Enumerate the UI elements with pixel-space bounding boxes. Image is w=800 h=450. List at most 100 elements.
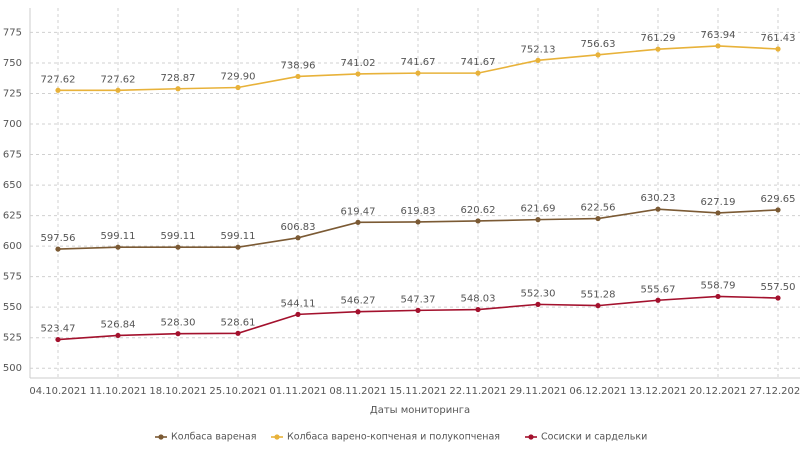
data-label: 599.11 (221, 231, 256, 242)
point (475, 70, 481, 76)
point (715, 293, 721, 300)
data-label: 606.83 (281, 222, 316, 233)
y-tick-label: 575 (3, 272, 22, 283)
point (775, 295, 781, 301)
point (535, 301, 541, 307)
point (175, 331, 181, 337)
data-label: 741.67 (401, 57, 436, 68)
x-tick-label: 04.10.2021 (29, 386, 86, 397)
point (415, 219, 421, 225)
data-label: 599.11 (161, 231, 196, 242)
point (115, 244, 121, 250)
point (595, 52, 601, 58)
data-label: 738.96 (281, 60, 316, 71)
point (475, 306, 481, 313)
data-label: 761.29 (641, 33, 676, 44)
point (55, 336, 61, 343)
data-label: 620.62 (461, 205, 496, 216)
data-label: 526.84 (101, 319, 136, 330)
data-label: 727.62 (101, 74, 136, 85)
data-label: 555.67 (641, 284, 676, 295)
x-tick-label: 13.12.2021 (629, 386, 686, 397)
y-tick-label: 600 (3, 241, 22, 252)
point (175, 86, 181, 92)
point (415, 307, 421, 313)
point (295, 311, 301, 317)
y-tick-label: 500 (3, 363, 22, 374)
y-tick-label: 700 (3, 119, 22, 130)
data-label: 728.87 (161, 73, 196, 84)
legend-label: Сосиски и сардельки (541, 432, 647, 443)
data-label: 552.30 (521, 288, 556, 299)
y-tick-label: 675 (3, 150, 22, 161)
data-label: 741.67 (461, 57, 496, 68)
data-label: 544.11 (281, 298, 316, 309)
point (295, 73, 301, 80)
data-label: 741.02 (341, 58, 376, 69)
legend-label: Колбаса варено-копченая и полукопченая (287, 432, 500, 443)
data-label: 629.65 (761, 194, 796, 205)
data-label: 551.28 (581, 290, 616, 301)
point (535, 217, 541, 223)
point (655, 46, 661, 52)
x-tick-label: 11.10.2021 (89, 386, 146, 397)
y-tick-label: 750 (3, 58, 22, 69)
y-tick-label: 625 (3, 211, 22, 222)
data-label: 597.56 (41, 233, 76, 244)
point (115, 87, 121, 93)
x-tick-label: 01.11.2021 (269, 386, 326, 397)
data-label: 763.94 (701, 30, 736, 41)
point (595, 215, 601, 222)
point (175, 244, 181, 250)
data-label: 630.23 (641, 193, 676, 204)
legend-label: Колбаса вареная (171, 432, 256, 443)
data-label: 756.63 (581, 39, 616, 50)
x-tick-label: 29.11.2021 (509, 386, 566, 397)
x-tick-label: 06.12.2021 (569, 386, 626, 397)
data-label: 528.61 (221, 317, 256, 328)
point (715, 210, 721, 216)
data-label: 599.11 (101, 231, 136, 242)
point (235, 84, 241, 91)
y-tick-label: 550 (3, 302, 22, 313)
data-label: 627.19 (701, 197, 736, 208)
point (475, 218, 481, 224)
point (235, 244, 241, 250)
data-label: 523.47 (41, 324, 76, 335)
data-label: 547.37 (401, 294, 436, 305)
point (235, 330, 241, 336)
data-label: 621.69 (521, 204, 556, 215)
x-tick-label: 25.10.2021 (209, 386, 266, 397)
legend-marker (274, 434, 280, 440)
data-label: 546.27 (341, 296, 376, 307)
y-tick-label: 650 (3, 180, 22, 191)
data-label: 619.47 (341, 206, 376, 217)
data-label: 727.62 (41, 74, 76, 85)
data-label: 558.79 (701, 280, 736, 291)
x-tick-label: 27.12.2021 (749, 386, 800, 397)
x-tick-label: 20.12.2021 (689, 386, 746, 397)
point (655, 297, 661, 303)
data-label: 619.83 (401, 206, 436, 217)
point (355, 309, 361, 315)
data-label: 752.13 (521, 44, 556, 55)
point (655, 206, 661, 212)
point (55, 87, 61, 93)
data-label: 548.03 (461, 294, 496, 305)
legend-marker (528, 434, 534, 440)
y-tick-label: 775 (3, 27, 22, 38)
point (415, 70, 421, 76)
data-label: 761.43 (761, 33, 796, 44)
y-tick-label: 725 (3, 88, 22, 99)
point (775, 207, 781, 213)
x-tick-label: 22.11.2021 (449, 386, 506, 397)
point (115, 332, 121, 339)
data-label: 729.90 (221, 71, 256, 82)
x-tick-label: 18.10.2021 (149, 386, 206, 397)
data-label: 622.56 (581, 203, 616, 214)
y-tick-label: 525 (3, 333, 22, 344)
data-label: 557.50 (761, 282, 796, 293)
point (295, 235, 301, 241)
point (355, 219, 361, 225)
